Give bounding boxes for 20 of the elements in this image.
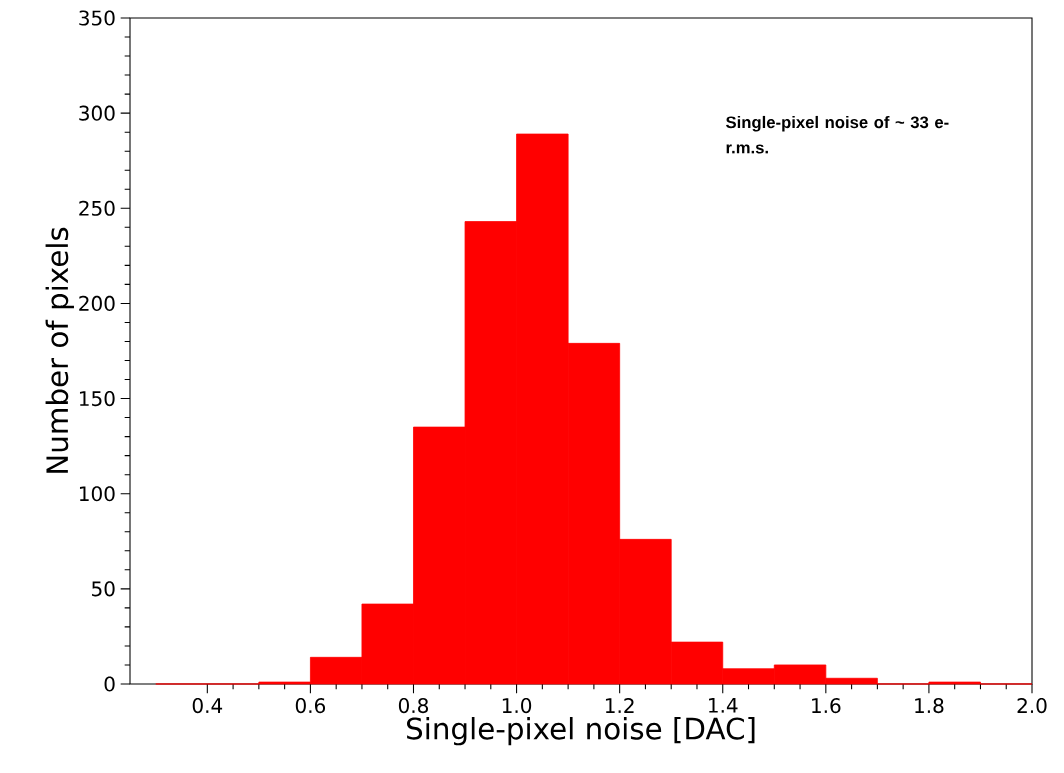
annotation: Single-pixel noise of ~ 33 e- r.m.s. [726,115,949,154]
x-tick-label: 1.2 [605,698,634,713]
y-tick-label: 100 [79,486,115,502]
x-tick-label: 1.0 [502,698,532,714]
y-tick-label: 50 [92,581,115,597]
y-tick-label: 250 [79,200,115,216]
x-tick-label: 0.4 [192,698,223,714]
x-tick-label: 0.6 [295,698,326,714]
x-tick-label: 1.6 [812,698,841,714]
x-tick-label: 0.8 [398,698,429,714]
y-tick-label: 300 [79,105,115,121]
x-axis-title: Single-pixel noise [DAC] [407,716,755,746]
y-tick-label: 0 [104,676,115,692]
x-tick-label: 2.0 [1017,698,1047,714]
y-tick-label: 200 [79,295,115,311]
x-tick-label: 1.8 [915,698,944,714]
x-tick-label: 1.4 [709,698,738,713]
y-axis-title: Number of pixels [45,227,74,473]
y-tick-label: 350 [79,10,115,26]
y-tick-label: 150 [79,390,115,407]
